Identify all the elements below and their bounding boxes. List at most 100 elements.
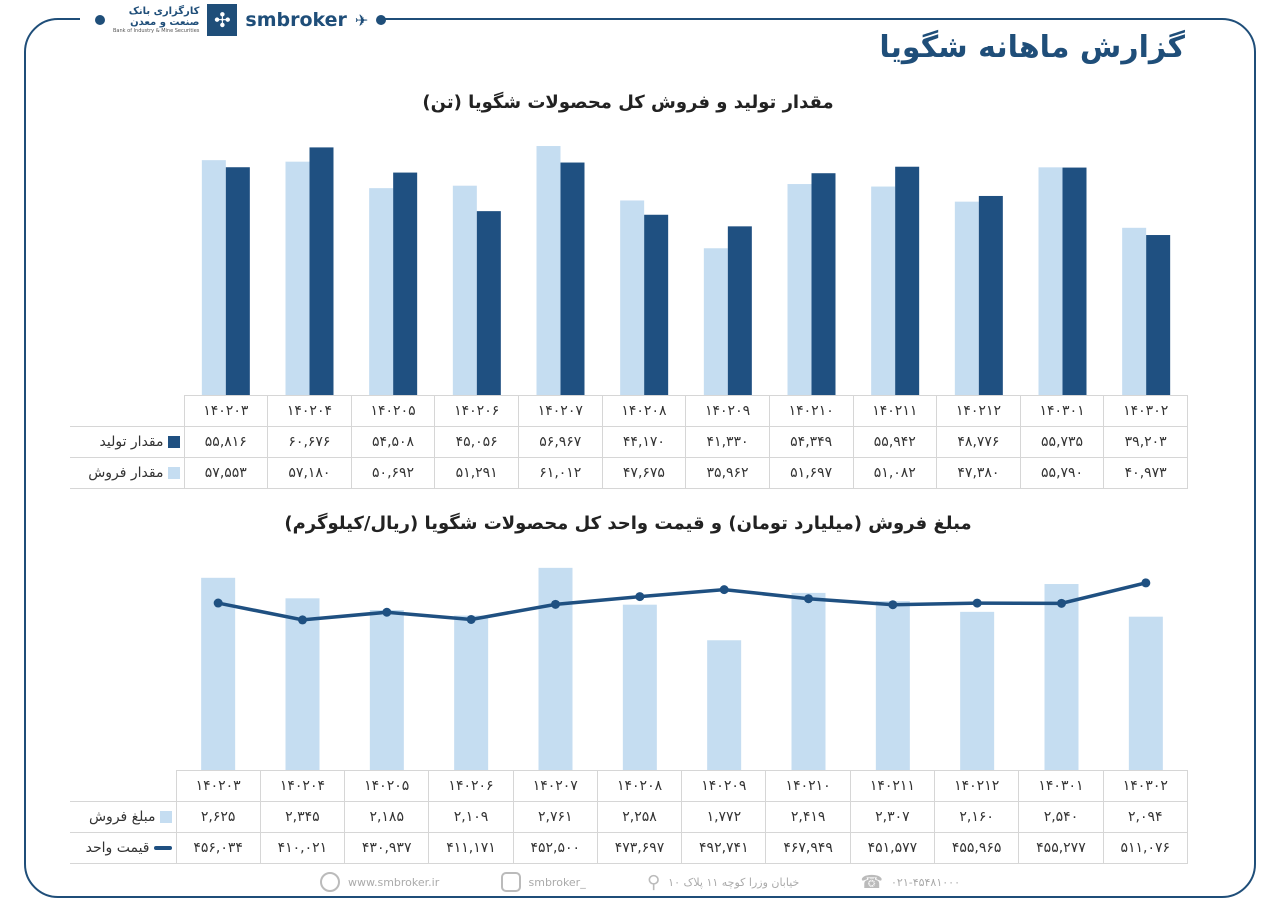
data-label: ۲,۲۵۸ [596,801,683,833]
footer-phone: ۰۲۱-۴۵۴۸۱۰۰۰ [891,875,960,889]
period-label: ۱۴۰۲۱۲ [934,770,1020,802]
bank-name: کارگزاری بانک [128,6,200,17]
period-row: ۱۴۰۲۰۳ ۱۴۰۲۰۴ ۱۴۰۲۰۵ ۱۴۰۲۰۶ ۱۴۰۲۰۷ ۱۴۰۲۰۸ ۱۴۰۲… [70,395,1188,427]
page-title: گزارش ماهانه شگویا [879,30,1185,65]
sales-amount-bar [707,640,742,770]
period-label: ۱۴۰۲۰۶ [434,395,519,427]
sales-amount-bar [538,567,573,770]
period-label: ۱۴۰۲۱۲ [936,395,1021,427]
sales-qty-bar [201,160,226,395]
series-name: مبلغ فروش [88,809,156,825]
period-label: ۱۴۰۲۰۵ [350,395,436,427]
data-label: ۳۹,۲۰۳ [1103,426,1188,458]
period-label: ۱۴۰۲۰۷ [512,770,598,802]
report-frame [24,18,1256,898]
data-label: ۵۶,۹۶۷ [518,426,603,458]
sales-qty-bar [536,146,561,395]
legend-swatch-icon [167,467,180,479]
bank-name-en: Bank of Industry & Mine Securities [113,28,200,34]
footer-address: خیابان وزرا کوچه ۱۱ پلاک ۱۰ [668,875,800,889]
unit-price-point [466,614,476,624]
instagram-icon [500,872,521,892]
sales-qty-bar [620,200,645,395]
data-label: ۴۴,۱۷۰ [601,426,687,458]
sales-amount-bar [622,604,657,770]
legend-swatch-icon [153,846,172,850]
period-label: ۱۴۰۲۱۰ [768,395,854,427]
production-qty-bar [560,162,585,395]
data-label: ۵۵,۷۹۰ [1019,457,1105,489]
period-label: ۱۴۰۲۱۱ [852,395,938,427]
data-label: ۴۸,۷۷۶ [936,426,1021,458]
period-label: ۱۴۰۳۰۲ [1103,395,1188,427]
data-label: ۶۰,۶۷۶ [267,426,352,458]
period-label: ۱۴۰۲۰۵ [344,770,430,802]
period-label: ۱۴۰۳۰۲ [1102,770,1189,802]
data-label: ۴۷,۶۷۵ [601,457,687,489]
unit-price-point [1141,578,1151,588]
series-row: مقدار تولید ۵۵,۸۱۶ ۶۰,۶۷۶ ۵۴,۵۰۸ ۴۵,۰۵۶ ۵۶,۹۶… [70,426,1188,458]
globe-icon [320,872,340,892]
chart2-title: مبلغ فروش (میلیارد تومان) و قیمت واحد کل… [284,513,972,534]
series-name: مقدار فروش [88,465,164,481]
unit-price-point [635,592,645,602]
sales-amount-bar [201,577,236,770]
data-label: ۵۴,۳۴۹ [768,426,854,458]
paper-plane-icon: ✈ [354,10,369,30]
production-qty-bar [1062,167,1087,395]
data-label: ۲,۴۱۹ [765,801,851,833]
data-label: ۴۵,۰۵۶ [434,426,519,458]
footer-website[interactable]: www.smbroker.ir [348,875,440,889]
period-label: ۱۴۰۲۰۷ [518,395,603,427]
sales-qty-bar [871,186,896,395]
period-label: ۱۴۰۲۰۹ [681,770,767,802]
production-qty-bar [727,226,752,395]
data-label: ۵۵,۷۳۵ [1019,426,1105,458]
sales-amount-bar [369,610,404,770]
production-qty-bar [644,214,669,395]
sales-qty-bar [954,201,979,395]
unit-price-point [804,594,813,604]
series-label: مقدار تولید [70,426,185,458]
period-label: ۱۴۰۲۰۴ [259,770,346,802]
period-label: ۱۴۰۲۰۸ [601,395,687,427]
unit-price-point [382,607,392,617]
sales-amount-bar [454,615,489,770]
data-label: ۴۵۵,۹۶۵ [934,832,1020,864]
series-label: قیمت واحد [70,832,177,864]
unit-price-point [972,598,982,608]
sales-qty-bar [285,161,310,395]
data-label: ۴۷۳,۶۹۷ [596,832,683,864]
dot-icon [376,15,387,25]
data-label: ۶۱,۰۱۲ [518,457,603,489]
data-label: ۵۴,۵۰۸ [350,426,436,458]
data-label: ۱,۷۷۲ [681,801,767,833]
sales-amount-bar [960,611,995,770]
series-row: قیمت واحد ۴۵۶,۰۳۴ ۴۱۰,۰۲۱ ۴۳۰,۹۳۷ ۴۱۱,۱۷۱ ۴۵۲… [70,832,1189,864]
brand-name: smbroker [245,9,347,31]
footer-instagram[interactable]: smbroker_ [528,875,586,889]
data-label: ۴۰,۹۷۳ [1103,457,1188,489]
data-label: ۵۱,۲۹۱ [434,457,519,489]
legend-swatch-icon [159,811,172,823]
sales-amount-bar [1044,584,1079,770]
production-qty-bar [978,195,1003,395]
data-label: ۵۱۱,۰۷۶ [1102,832,1189,864]
production-qty-bar [811,173,836,395]
sales-amount-bar [875,601,910,770]
data-label: ۲,۱۰۹ [428,801,514,833]
data-label: ۵۷,۵۵۳ [183,457,269,489]
data-label: ۲,۱۸۵ [344,801,430,833]
period-label: ۱۴۰۲۰۸ [596,770,683,802]
data-label: ۵۵,۸۱۶ [183,426,269,458]
data-label: ۲,۰۹۴ [1102,801,1189,833]
header-logo: کارگزاری بانک صنعت و معدن Bank of Indust… [95,4,387,36]
sales-amount-bar [285,598,320,770]
data-label: ۴۳۰,۹۳۷ [344,832,430,864]
footer: www.smbroker.ir smbroker_ ⚲ خیابان وزرا ک… [320,868,960,896]
data-label: ۴۵۶,۰۳۴ [175,832,261,864]
data-label: ۵۱,۶۹۷ [768,457,854,489]
series-name: قیمت واحد [85,840,150,856]
data-label: ۵۰,۶۹۲ [350,457,436,489]
